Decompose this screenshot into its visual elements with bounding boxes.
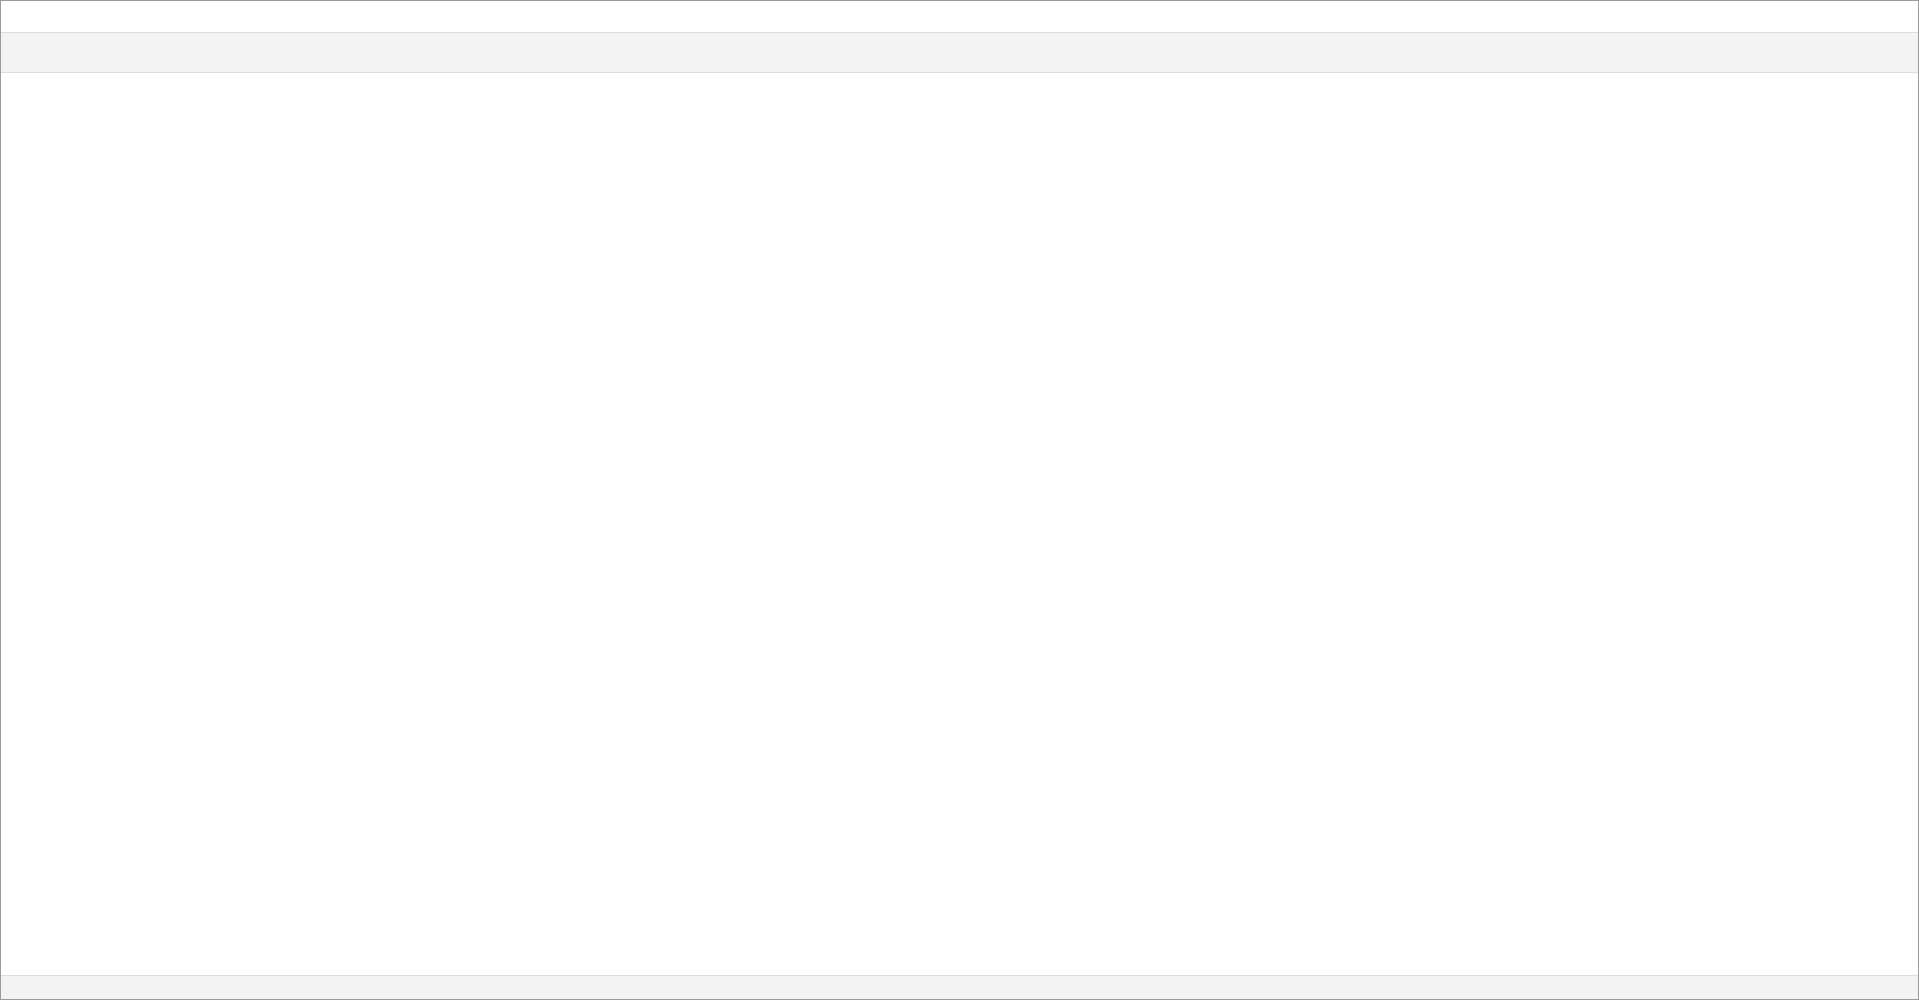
toolbar	[1, 33, 1918, 73]
main-content	[1, 73, 1918, 975]
status-bar	[1, 975, 1918, 999]
title-bar	[1, 1, 1918, 33]
